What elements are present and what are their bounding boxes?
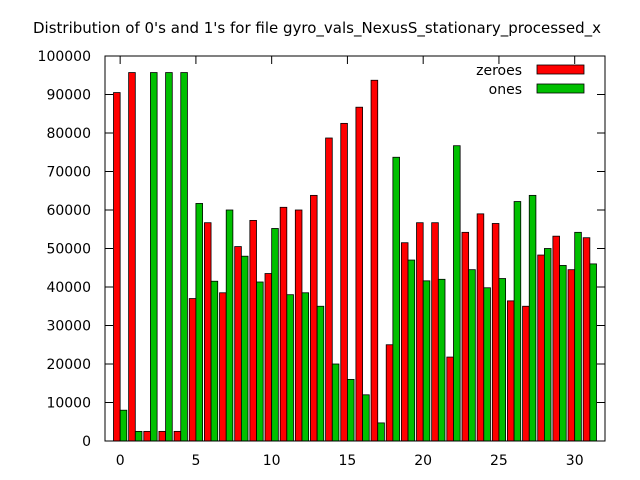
bar-ones <box>165 72 173 442</box>
legend-label: ones <box>489 82 522 98</box>
plot-frame <box>104 55 606 442</box>
bar-zeroes <box>234 246 242 442</box>
bar-ones <box>271 228 279 442</box>
bar-zeroes <box>400 242 409 442</box>
bar-zeroes <box>491 223 500 442</box>
x-tick-label: 20 <box>414 453 432 469</box>
bar-zeroes <box>219 292 227 442</box>
bar-ones <box>468 269 476 442</box>
bar-ones <box>543 248 552 442</box>
bar-zeroes <box>143 430 151 442</box>
bar-ones <box>528 194 537 442</box>
chart-title: Distribution of 0's and 1's for file gyr… <box>33 19 601 38</box>
bar-ones <box>240 255 249 442</box>
bar-zeroes <box>416 222 424 442</box>
bar-ones <box>407 259 416 442</box>
bar-ones <box>559 265 567 442</box>
bar-ones <box>119 409 128 442</box>
tick-labels-layer: 0 10000 20000 30000 40000 50000 60000 70000 8000… <box>38 49 584 469</box>
bar-ones <box>286 294 294 442</box>
bar-ones <box>589 263 597 442</box>
bar-zeroes <box>310 194 318 442</box>
bar-zeroes <box>203 222 212 442</box>
y-tick-label: 100000 <box>38 49 91 65</box>
bar-zeroes <box>552 235 560 442</box>
bar-zeroes <box>173 430 182 442</box>
bar-zeroes <box>113 92 121 442</box>
y-tick-label: 90000 <box>46 88 91 104</box>
legend-label: zeroes <box>476 63 522 79</box>
x-tick-label: 0 <box>116 453 125 469</box>
x-tick-label: 30 <box>566 453 584 469</box>
bar-zeroes <box>461 231 470 442</box>
y-tick-label: 30000 <box>46 319 91 335</box>
bar-zeroes <box>537 254 545 442</box>
bar-zeroes <box>476 213 485 442</box>
bar-ones <box>134 430 143 442</box>
y-tick-label: 70000 <box>46 165 91 181</box>
bar-ones <box>225 209 234 442</box>
bar-ones <box>331 363 340 442</box>
bar-ones <box>180 72 188 442</box>
bar-zeroes <box>507 300 515 442</box>
bar-ones <box>316 305 325 442</box>
bar-ones <box>301 292 310 442</box>
x-tick-label: 15 <box>339 453 357 469</box>
bar-ones <box>210 280 219 442</box>
bar-ones <box>347 378 355 442</box>
legend-swatch <box>536 83 585 94</box>
bar-ones <box>422 280 431 442</box>
bar-ones <box>256 281 264 442</box>
bar-zeroes <box>294 209 303 442</box>
bar-zeroes <box>582 237 591 442</box>
bar-ones <box>513 201 522 442</box>
bar-zeroes <box>567 269 576 442</box>
bar-ones <box>362 394 370 442</box>
y-tick-label: 80000 <box>46 126 91 142</box>
bar-ones <box>377 422 385 442</box>
bar-zeroes <box>325 137 333 442</box>
bar-zeroes <box>355 106 363 442</box>
y-tick-label: 0 <box>82 434 91 450</box>
bar-zeroes <box>188 298 197 442</box>
bars-layer <box>113 72 597 442</box>
bar-zeroes <box>522 305 530 442</box>
bar-zeroes <box>340 122 348 442</box>
bar-ones <box>498 278 507 442</box>
y-tick-label: 20000 <box>46 357 91 373</box>
bar-ones <box>150 72 158 442</box>
bar-zeroes <box>370 79 379 442</box>
bar-zeroes <box>385 344 394 442</box>
x-tick-label: 5 <box>191 453 200 469</box>
bar-zeroes <box>446 356 454 442</box>
bar-zeroes <box>431 222 439 442</box>
legend: zeroes ones <box>476 63 585 98</box>
bar-zeroes <box>279 206 288 442</box>
y-tick-label: 10000 <box>46 396 91 412</box>
bar-ones <box>483 287 491 442</box>
y-tick-label: 40000 <box>46 280 91 296</box>
bar-zeroes <box>264 273 273 442</box>
bar-ones <box>453 145 461 442</box>
y-tick-label: 50000 <box>46 242 91 258</box>
y-tick-label: 60000 <box>46 203 91 219</box>
bar-ones <box>437 278 446 442</box>
bar-ones <box>392 156 400 442</box>
bar-ones <box>195 203 203 442</box>
bar-ones <box>574 231 582 442</box>
x-tick-label: 10 <box>263 453 281 469</box>
legend-swatch <box>536 64 585 75</box>
bar-zeroes <box>128 72 136 442</box>
x-tick-label: 25 <box>490 453 508 469</box>
bar-zeroes <box>249 219 257 442</box>
bar-zeroes <box>158 430 167 442</box>
